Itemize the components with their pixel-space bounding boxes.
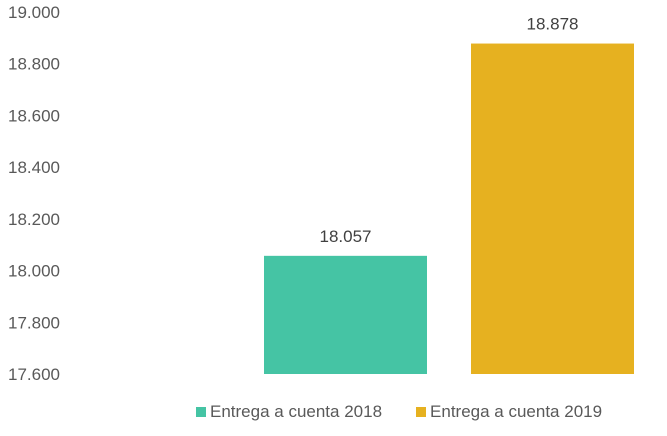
legend-label-2018: Entrega a cuenta 2018 [210,402,383,421]
legend-item-2018: Entrega a cuenta 2018 [196,402,382,422]
legend-item-2019: Entrega a cuenta 2019 [416,402,602,422]
legend-swatch-2018 [196,407,206,417]
legend-label-2019: Entrega a cuenta 2019 [430,402,603,421]
y-tick-label: 19.000 [8,3,60,22]
y-tick-label: 17.800 [8,313,60,332]
y-tick-label: 18.600 [8,106,60,125]
legend: Entrega a cuenta 2018 Entrega a cuenta 2… [196,402,602,422]
bar-2018 [264,255,427,374]
legend-swatch-2019 [416,407,427,417]
y-tick-label: 18.000 [8,262,60,281]
data-label: 18.057 [320,227,372,246]
y-tick-label: 18.400 [8,158,60,177]
y-tick-label: 18.800 [8,55,60,74]
data-label: 18.878 [527,15,579,34]
y-tick-label: 18.200 [8,210,60,229]
bar-2019 [471,43,634,374]
y-tick-label: 17.600 [8,365,60,384]
